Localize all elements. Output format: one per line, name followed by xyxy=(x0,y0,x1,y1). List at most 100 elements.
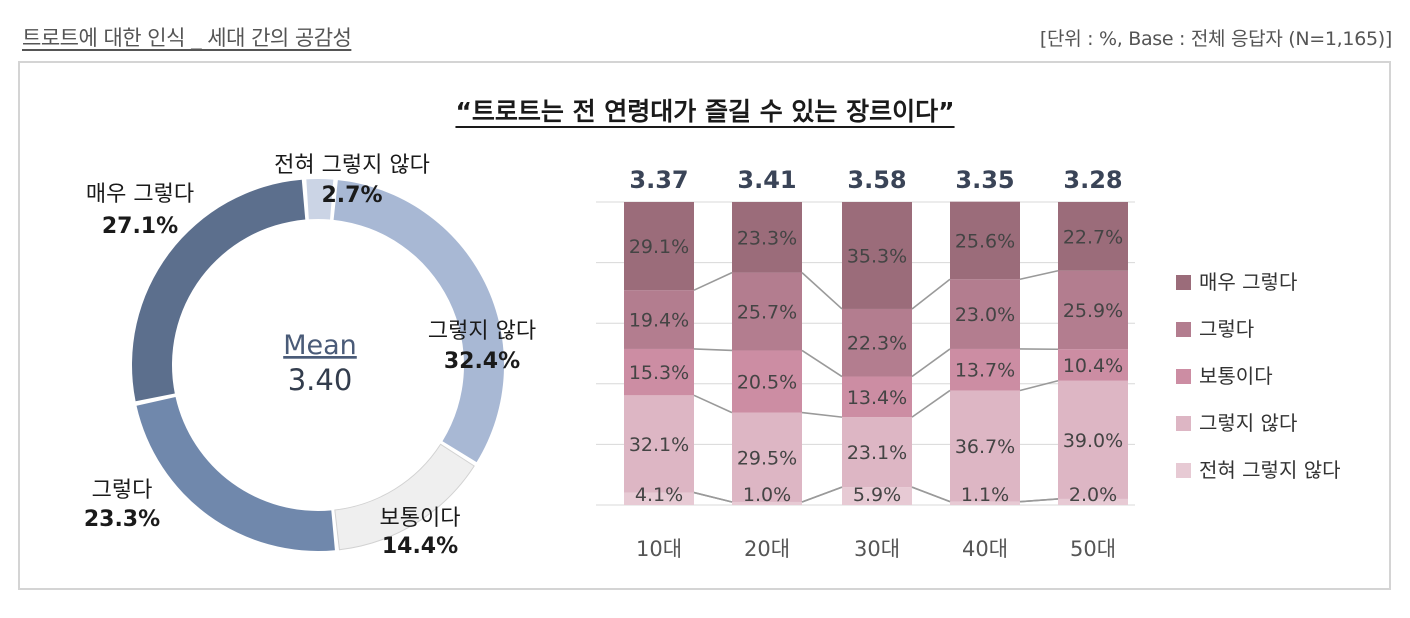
bar-segment xyxy=(950,279,1020,349)
bar-value-label: 19.4% xyxy=(629,310,689,332)
bar-segment xyxy=(624,290,694,349)
question-title: “트로트는 전 연령대가 즐길 수 있는 장르이다” xyxy=(0,92,1410,128)
bar-value-label: 13.4% xyxy=(847,387,907,409)
legend-label: 그렇지 않다 xyxy=(1199,411,1297,435)
donut-slice-value: 14.4% xyxy=(382,534,458,559)
bar-segment xyxy=(624,492,694,505)
legend-swatch xyxy=(1176,275,1191,290)
donut-slice-label: 전혀 그렇지 않다 xyxy=(274,153,430,178)
bar-value-label: 22.7% xyxy=(1063,226,1123,248)
question-text: “트로트는 전 연령대가 즐길 수 있는 장르이다” xyxy=(455,97,955,126)
donut-slice xyxy=(306,179,334,220)
page-title: 트로트에 대한 인식 _ 세대 간의 공감성 xyxy=(22,26,352,50)
connector-line xyxy=(801,411,843,418)
bar-segment xyxy=(732,501,802,505)
connector-line xyxy=(801,349,843,378)
bar-value-label: 1.1% xyxy=(961,484,1009,506)
bar-segment xyxy=(624,395,694,493)
bar-mean-label: 3.58 xyxy=(847,166,906,194)
connector-line xyxy=(1019,379,1059,392)
bar-value-label: 23.1% xyxy=(847,442,907,464)
connector-line xyxy=(911,348,951,378)
bar-mean-label: 3.28 xyxy=(1063,166,1122,194)
bar-segment xyxy=(624,348,694,396)
bar-segment xyxy=(732,350,802,413)
connector-line xyxy=(1019,270,1059,281)
bar-segment xyxy=(1058,498,1128,505)
bar-value-label: 29.5% xyxy=(737,447,797,469)
bar-segment xyxy=(732,412,802,502)
bar-segment xyxy=(732,272,802,351)
bar-segment xyxy=(842,376,912,418)
connector-line xyxy=(801,272,843,310)
bar-value-label: 4.1% xyxy=(635,484,683,506)
legend-label: 그렇다 xyxy=(1199,317,1254,341)
category-label: 10대 xyxy=(636,537,682,561)
bar-segment xyxy=(1058,349,1128,381)
bar-value-label: 22.3% xyxy=(847,333,907,355)
bar-segment xyxy=(842,417,912,488)
donut-slice-label: 매우 그렇다 xyxy=(86,182,194,207)
bar-segment xyxy=(624,202,694,291)
connector-line xyxy=(911,486,951,503)
bar-segment xyxy=(950,348,1020,391)
connector-line xyxy=(911,278,951,310)
donut-slice xyxy=(334,443,475,551)
bar-mean-label: 3.35 xyxy=(955,166,1014,194)
bar-segment xyxy=(950,201,1020,280)
bar-value-label: 25.7% xyxy=(737,302,797,324)
bar-value-label: 23.0% xyxy=(955,304,1015,326)
donut-slice-label: 보통이다 xyxy=(380,506,461,531)
stacked-bar-chart: 4.1% 32.1% 15.3% 19.4% 29.1% 3.37 10대 1.0% 29.5%… xyxy=(596,166,1135,561)
connector-line xyxy=(911,389,951,418)
connector-lines xyxy=(693,270,1059,503)
donut-chart: 전혀 그렇지 않다 2.7% 그렇지 않다 32.4% 보통이다 14.4% 그렇다 23.3… xyxy=(84,153,536,559)
donut-slice-label: 그렇다 xyxy=(92,478,153,503)
bar-value-label: 15.3% xyxy=(629,362,689,384)
bar-segment xyxy=(842,202,912,309)
bar-value-label: 13.7% xyxy=(955,360,1015,382)
bar-value-label: 23.3% xyxy=(737,227,797,249)
bar-value-label: 29.1% xyxy=(629,236,689,258)
chart-panel xyxy=(18,61,1391,590)
bar-segment xyxy=(1058,380,1128,499)
connector-line xyxy=(693,491,733,503)
donut-slice-label: 그렇지 않다 xyxy=(428,319,536,344)
bar-segment xyxy=(1058,202,1128,271)
bar-value-label: 35.3% xyxy=(847,245,907,267)
bar-value-label: 39.0% xyxy=(1063,430,1123,452)
legend-swatch xyxy=(1176,463,1191,478)
donut-slice-value: 27.1% xyxy=(102,214,178,239)
donut-slice-value: 23.3% xyxy=(84,507,160,532)
bar-segment xyxy=(842,487,912,505)
donut-slice xyxy=(132,179,306,402)
legend-swatch xyxy=(1176,322,1191,337)
category-label: 40대 xyxy=(962,537,1008,561)
legend-label: 매우 그렇다 xyxy=(1199,270,1297,294)
bar-segment xyxy=(950,501,1020,505)
legend-swatch xyxy=(1176,369,1191,384)
legend-label: 전혀 그렇지 않다 xyxy=(1199,458,1341,482)
bar-value-label: 1.0% xyxy=(743,484,791,506)
connector-line xyxy=(693,271,733,291)
bar-segment xyxy=(1058,270,1128,350)
connector-line xyxy=(693,394,733,414)
bar-segment xyxy=(732,202,802,273)
donut-slice xyxy=(136,396,335,551)
connector-line xyxy=(1019,498,1059,503)
legend-swatch xyxy=(1176,416,1191,431)
bar-value-label: 5.9% xyxy=(853,484,901,506)
legend-label: 보통이다 xyxy=(1199,364,1273,388)
bar-value-label: 2.0% xyxy=(1069,484,1117,506)
donut-slice-value: 2.7% xyxy=(321,183,382,208)
bar-value-label: 25.6% xyxy=(955,230,1015,252)
donut-slice xyxy=(333,180,504,463)
bar-mean-label: 3.37 xyxy=(629,166,688,194)
donut-mean-label: Mean xyxy=(283,330,357,361)
connector-line xyxy=(693,348,733,352)
category-label: 20대 xyxy=(744,537,790,561)
bar-segment xyxy=(842,308,912,377)
category-label: 30대 xyxy=(854,537,900,561)
